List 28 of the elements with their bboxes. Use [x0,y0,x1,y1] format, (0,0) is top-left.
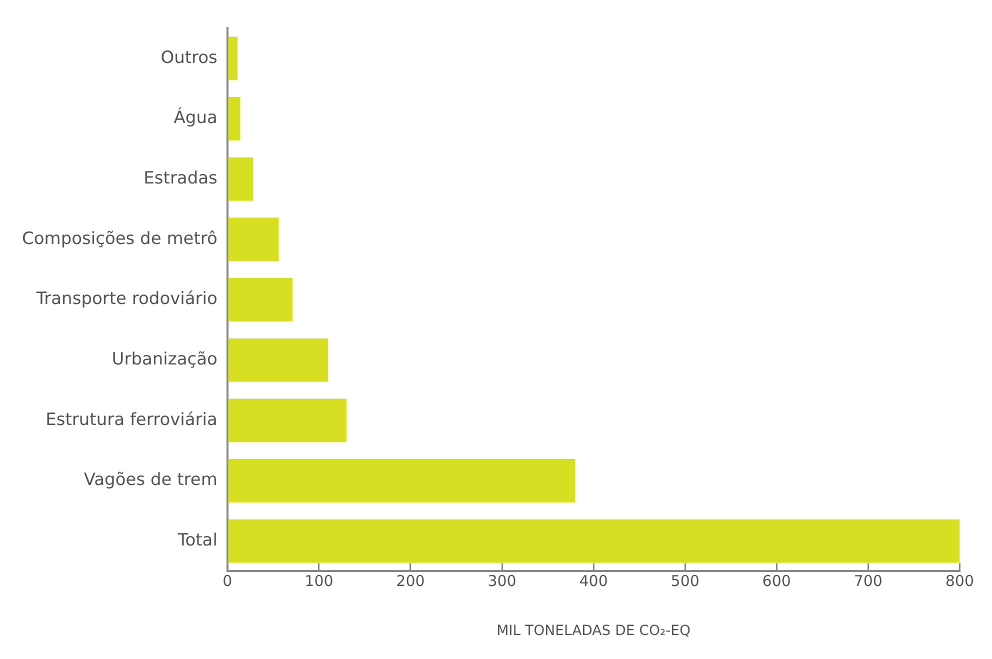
y-tick-label: Total [176,530,218,550]
x-tick-label: 500 [670,572,700,590]
x-tick-label: 700 [854,572,882,590]
x-tick-label: 200 [396,572,425,590]
y-tick-label: Estradas [144,168,218,188]
y-tick-label: Composições de metrô [22,228,218,249]
bar [228,157,254,201]
bar [228,398,346,442]
bar [228,278,292,322]
x-axis-title: MIL TONELADAS DE CO₂-EQ [496,623,691,640]
y-tick-label: Outros [160,48,218,68]
y-tick-label: Urbanização [112,349,218,370]
bar [228,458,576,502]
bar [228,36,238,80]
y-tick-label: Água [174,107,218,128]
bar [228,338,328,382]
y-tick-label: Transporte rodoviário [35,289,218,310]
x-tick-label: 0 [222,572,232,590]
x-tick-label: 300 [488,572,516,590]
bar [228,218,279,262]
bar [228,519,960,563]
y-tick-label: Vagões de trem [84,470,218,490]
x-tick-label: 600 [762,572,791,590]
x-tick-label: 400 [579,572,608,590]
x-tick-label: 100 [304,572,334,590]
bar [228,96,240,140]
y-tick-label: Estrutura ferroviária [46,410,218,430]
x-tick-label: 800 [945,572,974,590]
